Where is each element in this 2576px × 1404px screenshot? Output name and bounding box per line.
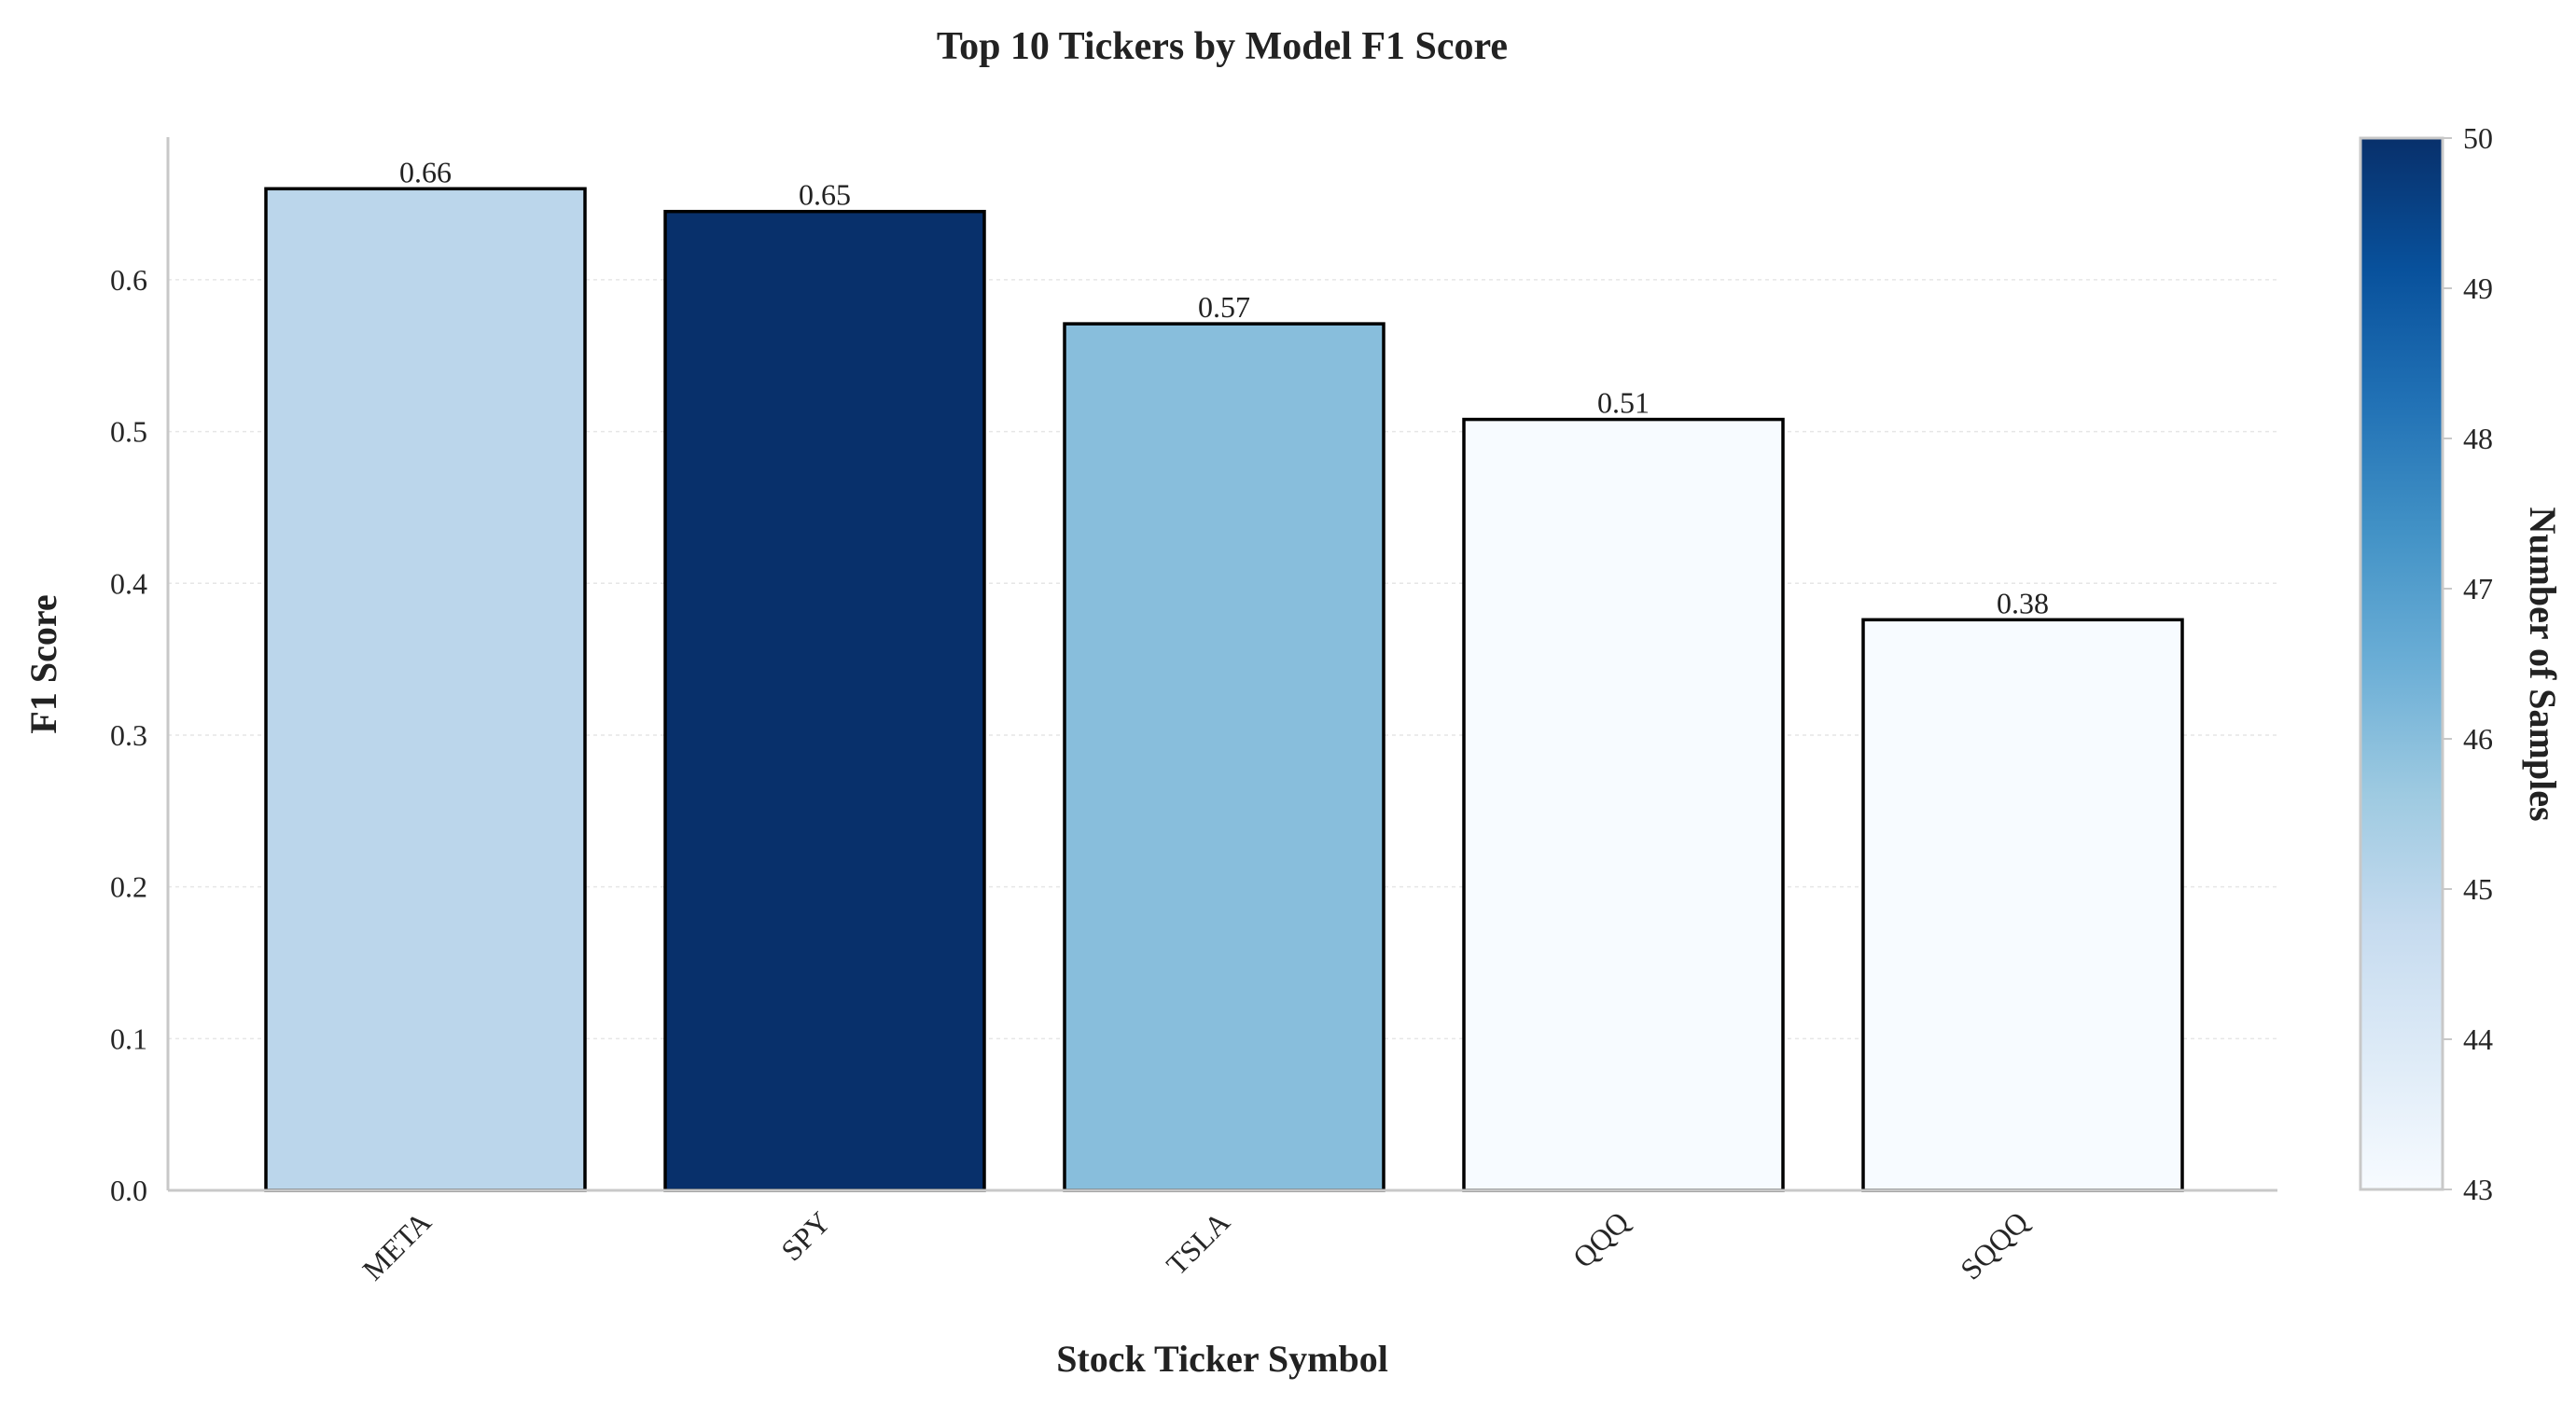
y-tick-label: 0.6	[110, 263, 147, 297]
bar-qqq	[1462, 417, 1785, 1192]
y-tick-label: 0.0	[110, 1174, 147, 1207]
y-axis-label: F1 Score	[22, 594, 64, 733]
colorbar-tick-label: 48	[2463, 422, 2493, 455]
colorbar: 43 44 45 46 47 48 49 50 Number of Samples	[2359, 121, 2564, 1206]
data-labels: 0.66 0.65 0.57 0.51 0.38	[399, 155, 2049, 619]
colorbar-tick-label: 50	[2463, 121, 2493, 155]
chart-title: Top 10 Tickers by Model F1 Score	[937, 25, 1508, 68]
colorbar-gradient	[2359, 136, 2444, 1191]
bar-meta	[264, 187, 587, 1192]
x-tick-label-qqq: QQQ	[1566, 1204, 1635, 1273]
y-tick-label: 0.3	[110, 718, 147, 752]
x-tick-label-tsla: TSLA	[1160, 1204, 1236, 1281]
colorbar-tick-label: 46	[2463, 722, 2493, 756]
bars	[264, 187, 2184, 1192]
data-label-sqqq: 0.38	[1997, 586, 2049, 619]
y-tick-label: 0.2	[110, 870, 147, 904]
x-axis-label: Stock Ticker Symbol	[1056, 1338, 1388, 1380]
y-tick-label: 0.4	[110, 566, 147, 600]
bar-tsla	[1063, 322, 1385, 1192]
colorbar-label: Number of Samples	[2522, 507, 2564, 821]
data-label-tsla: 0.57	[1198, 290, 1250, 324]
colorbar-tick-label: 47	[2463, 572, 2493, 605]
data-label-qqq: 0.51	[1597, 386, 1650, 420]
y-tick-label: 0.5	[110, 415, 147, 449]
colorbar-tick-label: 43	[2463, 1173, 2493, 1206]
data-label-spy: 0.65	[799, 178, 851, 212]
y-axis: 0.0 0.1 0.2 0.3 0.4 0.5 0.6	[110, 263, 147, 1207]
x-axis: META SPY TSLA QQQ SQQQ	[355, 1204, 2035, 1286]
colorbar-tick-label: 44	[2463, 1022, 2493, 1056]
colorbar-tick-label: 45	[2463, 872, 2493, 906]
x-tick-label-meta: META	[355, 1204, 438, 1286]
bar-sqqq	[1861, 618, 2184, 1192]
data-label-meta: 0.66	[399, 155, 452, 188]
colorbar-ticks: 43 44 45 46 47 48 49 50	[2443, 121, 2493, 1206]
x-tick-label-spy: SPY	[774, 1204, 837, 1267]
x-tick-label-sqqq: SQQQ	[1954, 1204, 2035, 1286]
bar-spy	[663, 209, 986, 1192]
colorbar-tick-label: 49	[2463, 271, 2493, 305]
y-tick-label: 0.1	[110, 1022, 147, 1055]
